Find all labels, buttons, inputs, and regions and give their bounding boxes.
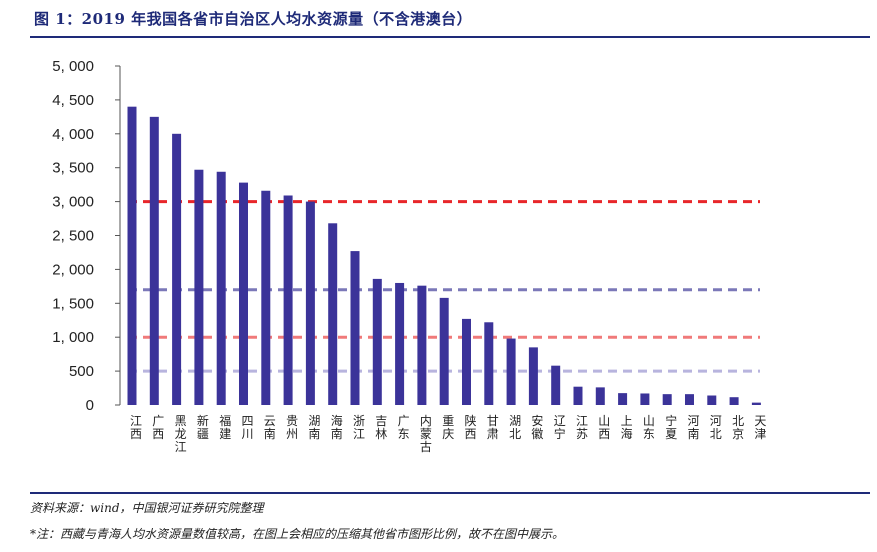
bar-河北: [707, 395, 717, 405]
bar-海南: [328, 223, 338, 405]
y-tick-label: 3, 500: [52, 160, 94, 177]
bar-辽宁: [551, 365, 561, 405]
bar-山东: [640, 393, 650, 405]
bar-四川: [238, 182, 248, 405]
bar-安徽: [528, 347, 538, 405]
x-tick-label: 新疆: [197, 413, 209, 441]
x-tick-label: 安徽: [531, 413, 543, 441]
y-tick-label: 500: [69, 363, 94, 380]
bar-宁夏: [662, 394, 672, 405]
bar-黑龙江: [172, 133, 182, 406]
y-tick-label: 1, 500: [52, 295, 94, 312]
x-tick-label: 辽宁: [554, 414, 566, 441]
bar-贵州: [283, 195, 293, 405]
bar-吉林: [372, 278, 382, 405]
bar-湖南: [305, 201, 315, 405]
x-tick-label: 上海: [621, 414, 633, 441]
bar-广东: [395, 282, 405, 405]
bar-福建: [216, 171, 226, 405]
x-tick-label: 江苏: [576, 414, 588, 441]
x-tick-label: 湖南: [308, 413, 320, 441]
x-tick-label: 广东: [398, 414, 410, 441]
bar-河南: [684, 394, 694, 405]
top-rule: [30, 36, 870, 38]
x-tick-label: 福建: [219, 413, 231, 441]
bar-上海: [618, 393, 628, 405]
x-tick-label: 甘肃: [487, 414, 499, 441]
y-tick-label: 5, 000: [52, 58, 94, 75]
x-tick-label: 海南: [331, 413, 343, 441]
bar-浙江: [350, 251, 360, 405]
bar-重庆: [439, 297, 449, 405]
x-tick-label: 山东: [643, 414, 655, 441]
footnote: *注：西藏与青海人均水资源量数值较高，在图上会相应的压缩其他省市图形比例，故不在…: [30, 527, 565, 541]
source-note: 资料来源：wind，中国银河证券研究院整理: [30, 501, 264, 515]
x-tick-label: 陕西: [464, 413, 476, 441]
x-tick-label: 江西: [130, 414, 142, 441]
bar-chart: 0 500 1, 000 1, 500 2, 000 2, 500 3, 000 3, 500…: [52, 58, 766, 454]
x-tick-label: 浙江: [353, 414, 365, 441]
x-tick-label: 湖北: [509, 413, 521, 441]
x-tick-label: 山西: [598, 414, 610, 441]
x-tick-label: 吉林: [375, 414, 387, 441]
x-tick-label: 天津: [754, 414, 766, 441]
bar-山西: [595, 387, 605, 405]
bar-内蒙古: [417, 285, 427, 405]
x-tick-label: 四川: [241, 414, 253, 441]
y-tick-label: 4, 000: [52, 126, 94, 143]
x-tick-label: 北京: [732, 414, 744, 441]
bar-江西: [127, 106, 137, 406]
chart-title: 图 1：2019 年我国各省市自治区人均水资源量（不含港澳台）: [34, 10, 473, 28]
y-tick-label: 2, 500: [52, 228, 94, 245]
y-tick-label: 2, 000: [52, 261, 94, 278]
x-tick-label: 内蒙古: [420, 414, 432, 454]
bar-陕西: [461, 318, 471, 405]
x-tick-label: 河北: [710, 414, 722, 441]
x-tick-label: 广西: [152, 414, 164, 441]
y-tick-label: 3, 000: [52, 194, 94, 211]
x-tick-label: 云南: [264, 414, 276, 441]
y-axis: 0 500 1, 000 1, 500 2, 000 2, 500 3, 000 3, 500…: [52, 58, 121, 414]
x-tick-label: 黑龙江: [175, 414, 187, 454]
x-tick-label: 贵州: [286, 414, 298, 441]
bottom-rule: [30, 492, 870, 494]
y-tick-label: 1, 000: [52, 329, 94, 346]
x-axis-labels: 江西广西黑龙江新疆福建四川云南贵州湖南海南浙江吉林广东内蒙古重庆陕西甘肃湖北安徽…: [130, 413, 766, 454]
bar-云南: [261, 190, 271, 405]
bar-新疆: [194, 169, 204, 405]
x-tick-label: 河南: [687, 414, 699, 441]
x-tick-label: 宁夏: [665, 413, 677, 441]
bar-北京: [729, 397, 739, 405]
y-tick-label: 4, 500: [52, 92, 94, 109]
y-tick-label: 0: [86, 397, 94, 414]
bar-湖北: [506, 338, 516, 405]
bar-甘肃: [484, 322, 494, 405]
bar-广西: [149, 116, 159, 405]
bar-天津: [751, 402, 761, 405]
x-tick-label: 重庆: [442, 414, 454, 441]
bars: [127, 106, 761, 406]
bar-江苏: [573, 386, 583, 405]
